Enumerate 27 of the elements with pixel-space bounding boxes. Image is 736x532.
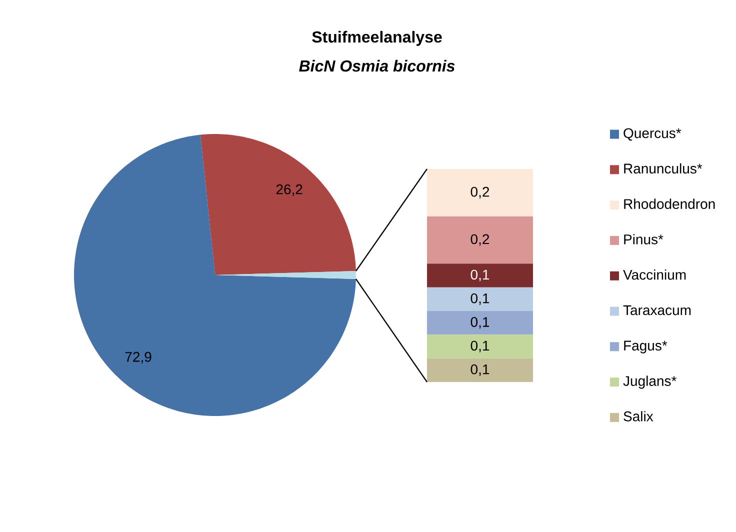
legend-label: Fagus*	[624, 340, 668, 354]
data-label: 0,1	[470, 270, 490, 282]
legend-label: Ranunculus*	[624, 163, 702, 174]
bar	[427, 264, 534, 288]
legend-label: Rhododendron	[624, 198, 715, 209]
data-label: 0,2	[470, 186, 490, 198]
bar	[427, 311, 534, 335]
chart-title: Stuifmeelanalyse	[312, 30, 442, 46]
data-label: 0,1	[470, 293, 490, 305]
bar	[427, 216, 534, 264]
data-label: 0,1	[470, 317, 490, 329]
legend-label: Quercus*	[624, 128, 682, 141]
data-label: 0,2	[470, 234, 490, 246]
data-label: 72,9	[125, 352, 152, 364]
data-label: 0,1	[470, 340, 490, 352]
bar	[427, 358, 534, 382]
legend-label: Pinus*	[624, 234, 664, 244]
bar	[427, 287, 534, 311]
legend-label: Taraxacum	[623, 305, 691, 316]
chart-subtitle: BicN Osmia bicornis	[299, 60, 455, 72]
legend-label: Salix	[624, 411, 654, 422]
bar	[427, 334, 534, 358]
legend-label: Vaccinium	[623, 269, 686, 280]
data-label: 26,2	[276, 184, 302, 196]
bar	[427, 169, 534, 216]
legend-label: Juglans*	[623, 376, 676, 389]
data-label: 0,1	[470, 364, 490, 376]
